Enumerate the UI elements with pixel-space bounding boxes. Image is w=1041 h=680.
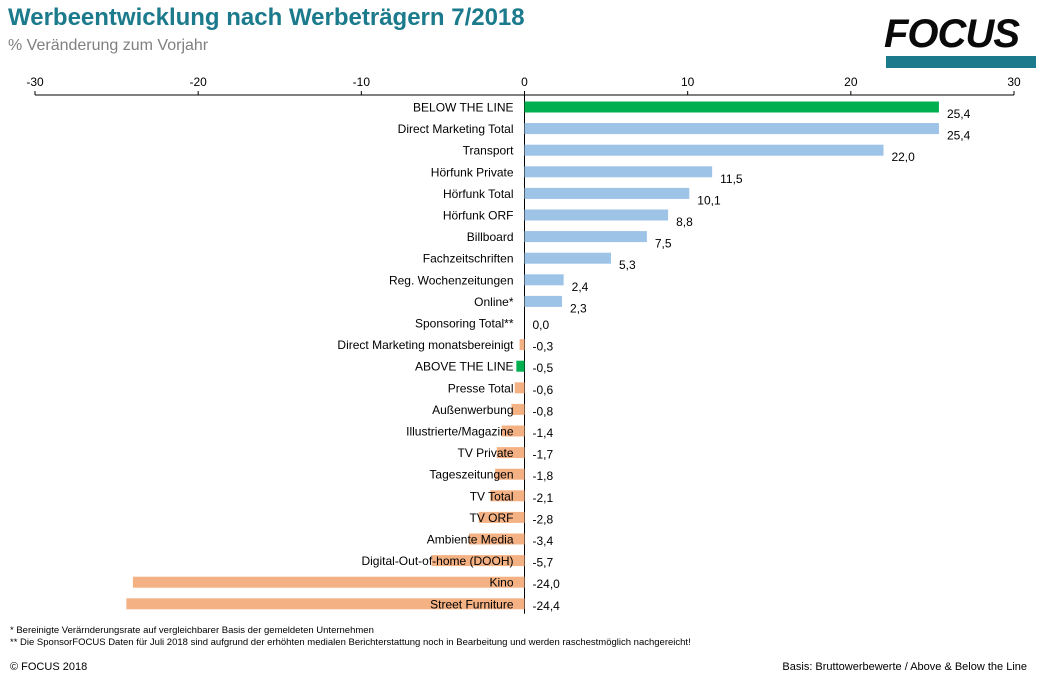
value-label: -0,3 [533,340,554,354]
value-label: -1,7 [533,448,554,462]
bar [524,101,939,113]
category-label: Transport [463,144,515,158]
bar [524,252,611,264]
category-label: ABOVE THE LINE [415,360,513,374]
value-label: 0,0 [533,318,550,332]
x-tick-label: -20 [189,75,207,89]
basis-note: Basis: Bruttowerbewerte / Above & Below … [782,661,1027,673]
bar [519,339,525,351]
category-label: Illustrierte/Magazine [406,425,514,439]
category-label: Hörfunk Private [431,165,514,179]
value-label: -5,7 [533,556,554,570]
category-label: TV Private [457,446,513,460]
bar [126,598,525,610]
category-label: Hörfunk ORF [443,209,514,223]
bar [514,382,525,394]
category-label: Billboard [467,230,514,244]
value-label: -0,5 [533,361,554,375]
category-label: Reg. Wochenzeitungen [389,273,514,287]
value-label: -24,0 [533,577,561,591]
value-label: -1,4 [533,426,554,440]
value-label: -2,1 [533,491,554,505]
value-label: 11,5 [720,172,743,186]
value-label: 2,3 [570,301,587,315]
focus-logo: FOCUS [884,12,1036,72]
bar [524,209,669,221]
category-label: Hörfunk Total [443,187,513,201]
category-label: Presse Total [448,381,514,395]
category-label: Tageszeitungen [429,468,513,482]
bar [524,295,563,307]
x-tick-label: 10 [681,75,695,89]
category-label: Sponsoring Total** [415,317,514,331]
bar [495,468,525,480]
bar-chart: -30 -20 -10 0 10 20 30 BELOW THE LINE Direct Mar… [26,75,1021,614]
category-label: Fachzeitschriften [423,252,514,266]
x-tick-label: -10 [353,75,371,89]
value-label: -3,4 [533,534,554,548]
bar [496,447,525,459]
bar [524,144,884,156]
x-tick-label: 20 [844,75,858,89]
logo-underline-bar [886,56,1036,68]
bar [524,231,647,243]
footnote-2: ** Die SponsorFOCUS Daten für Juli 2018 … [10,637,691,648]
category-label: Direct Marketing Total [398,122,514,136]
footnotes: * Bereinigte Verärnderungsrate auf vergl… [10,625,691,649]
bar [490,490,525,502]
value-label: 22,0 [891,150,915,164]
x-tick-label: -30 [26,75,44,89]
category-label: Online* [474,295,514,309]
value-label: -0,8 [533,404,554,418]
bar [524,274,564,286]
logo-text: FOCUS [884,12,1020,56]
value-label: -0,6 [533,383,554,397]
category-label: Ambiente Media [427,533,514,547]
footnote-1: * Bereinigte Verärnderungsrate auf vergl… [10,625,374,636]
bar [516,360,525,372]
value-label: 25,4 [947,107,971,121]
bar [511,403,525,415]
category-label: Street Furniture [430,597,514,611]
value-label: 8,8 [676,215,693,229]
bar [524,187,690,199]
value-label: 5,3 [619,258,636,272]
bar [501,425,525,437]
value-label: 25,4 [947,129,971,143]
x-tick-label: 30 [1007,75,1021,89]
chart-title: Werbeentwicklung nach Werbeträgern 7/201… [8,4,525,31]
value-label: -24,4 [533,599,561,613]
value-label: 2,4 [572,280,589,294]
bar [431,555,525,567]
bar [524,123,939,135]
bar [469,533,525,545]
value-label: -1,8 [533,469,554,483]
copyright: © FOCUS 2018 [10,661,88,673]
category-label: BELOW THE LINE [413,101,513,115]
value-label: -2,8 [533,512,554,526]
bar [524,166,713,178]
x-tick-label: 0 [521,75,528,89]
bar [132,576,525,588]
value-label: 7,5 [655,237,672,251]
category-label: Digital-Out-of-home (DOOH) [361,554,513,568]
category-label: Kino [489,576,513,590]
value-label: 10,1 [697,193,721,207]
chart-subtitle: % Veränderung zum Vorjahr [8,37,209,54]
category-label: TV ORF [470,511,514,525]
category-label: TV Total [470,489,514,503]
category-label: Direct Marketing monatsbereinigt [337,338,514,352]
bar [478,511,525,523]
category-label: Außenwerbung [432,403,513,417]
